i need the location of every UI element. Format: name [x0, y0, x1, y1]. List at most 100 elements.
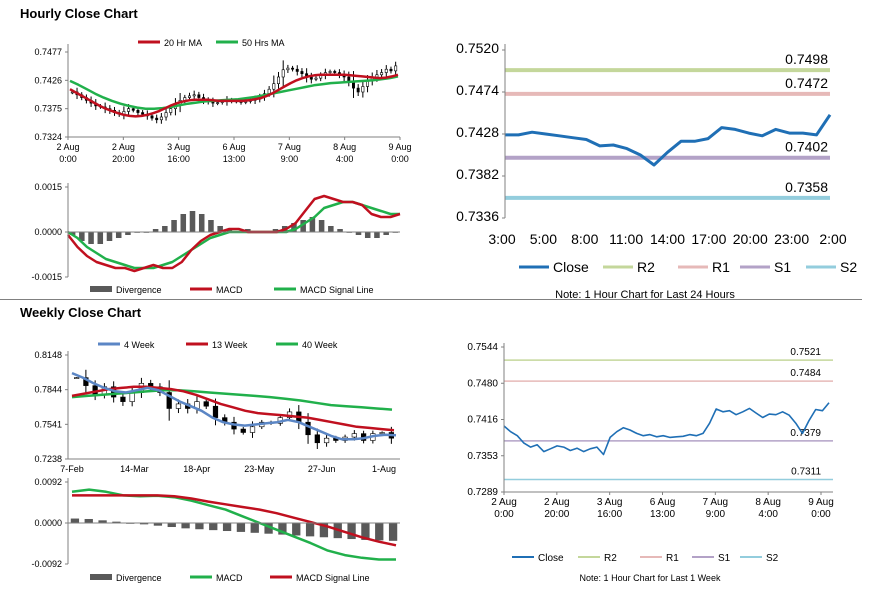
hourly-price-xtick-label: 9:00 — [281, 154, 299, 164]
24h-xtick-label: 11:00 — [609, 231, 643, 247]
hourly-candle-body — [136, 110, 140, 113]
weekly-divergence-bar — [139, 523, 149, 525]
weekly-macd-line — [71, 488, 396, 561]
hourly-divergence-bar — [180, 214, 187, 232]
close-line-1w — [503, 402, 830, 456]
hourly-candle-body — [300, 71, 304, 74]
24h-ytick-label: 0.7336 — [456, 208, 499, 224]
weekly-candle-body — [314, 434, 320, 444]
hourly-divergence-bar — [189, 211, 196, 232]
hourly-divergence-bar — [291, 223, 297, 232]
ma50-line — [69, 75, 399, 110]
hourly-candle-body — [314, 77, 318, 80]
24h-ytick-label: 0.7520 — [456, 40, 499, 56]
weekly-divergence-bar — [98, 520, 107, 523]
hourly-divergence-bar — [318, 220, 325, 232]
hourly-divergence-bar — [79, 232, 85, 241]
legend-macd-label: MACD — [216, 285, 243, 295]
hourly-candle-body — [347, 76, 351, 82]
24h-xtick-label: 17:00 — [691, 231, 726, 247]
weekly-candle-body — [240, 428, 246, 433]
weekly-divergence-bar — [305, 523, 315, 537]
weekly-divergence-bar — [236, 523, 246, 532]
hourly-candle-body — [291, 67, 295, 70]
level-label-s2-24h: 0.7358 — [785, 179, 828, 195]
hourly-macd-ytick-label: -0.0015 — [31, 272, 62, 282]
24h-ytick-label: 0.7382 — [456, 166, 499, 182]
legend-24h-label-s1: S1 — [774, 259, 791, 275]
hourly-candle-body — [295, 68, 299, 72]
legend-macd-signal-label: MACD Signal Line — [300, 285, 374, 295]
hourly-candle-body — [169, 108, 173, 113]
hourly-candle-body — [309, 76, 313, 80]
1w-xtick-label: 3 Aug — [597, 497, 623, 508]
hourly-candle-body — [141, 112, 145, 115]
hourly-divergence-bar — [198, 214, 205, 232]
hourly-price-xtick-label: 13:00 — [223, 154, 246, 164]
hourly-price-ytick-label: 0.7477 — [34, 47, 62, 57]
weekly-divergence-bar — [84, 518, 93, 523]
level-label-r2-24h: 0.7498 — [785, 51, 828, 67]
weekly-macd-ytick-label: 0.0092 — [34, 477, 62, 487]
hourly-price-xtick-label: 2 Aug — [56, 142, 79, 152]
legend-divergence-label: Divergence — [116, 285, 162, 295]
1w-xtick-label: 2 Aug — [491, 497, 517, 508]
weekly-candle-body — [175, 403, 182, 409]
hourly-divergence-bar — [272, 229, 279, 232]
weekly-candle-body — [379, 432, 385, 434]
hourly-divergence-bar — [383, 232, 389, 235]
hourly-divergence-bar — [106, 232, 113, 241]
weekly-divergence-bar — [264, 523, 273, 534]
hourly-price-xtick-label: 16:00 — [167, 154, 190, 164]
legend-13-week-label: 13 Week — [212, 340, 248, 350]
legend-1w-label-close: Close — [538, 553, 564, 564]
hourly-price-xtick-label: 0:00 — [391, 154, 409, 164]
hourly-divergence-bar — [309, 217, 316, 232]
24h-xtick-label: 8:00 — [571, 231, 598, 247]
weekly-price-xtick-label: 23-May — [244, 464, 275, 474]
hourly-divergence-bar — [217, 226, 223, 232]
level-label-r1-24h: 0.7472 — [785, 75, 828, 91]
24h-xtick-label: 20:00 — [733, 231, 768, 247]
weekly-divergence-bar — [209, 523, 218, 531]
24h-ytick-label: 0.7428 — [456, 124, 499, 140]
weekly-divergence-bar — [292, 523, 301, 536]
legend-1w-label-s1: S1 — [718, 553, 731, 564]
weekly-divergence-bar — [278, 523, 287, 535]
hourly-divergence-bar — [300, 220, 306, 232]
weekly-price-xtick-label: 18-Apr — [183, 464, 210, 474]
legend-24h-label-close: Close — [553, 259, 589, 275]
1w-xtick-label: 0:00 — [811, 509, 831, 520]
note-week: Note: 1 Hour Chart for Last 1 Week — [579, 573, 721, 583]
hourly-divergence-bar — [152, 229, 159, 232]
legend-w-divergence-label: Divergence — [116, 573, 162, 583]
hourly-macd-ytick-label: 0.0000 — [34, 227, 62, 237]
1w-xtick-label: 6 Aug — [650, 497, 676, 508]
hourly-price-xtick-label: 6 Aug — [222, 142, 245, 152]
legend-20hr-ma-label: 20 Hr MA — [164, 38, 202, 48]
hourly-divergence-bar — [374, 232, 380, 238]
hourly-divergence-bar — [88, 232, 94, 244]
legend-w-macd-signal-label: MACD Signal Line — [296, 573, 370, 583]
hourly-divergence-bar — [125, 232, 131, 235]
1w-xtick-label: 20:00 — [544, 509, 569, 520]
weekly-divergence-bar — [361, 523, 370, 540]
level-label-r2-1w: 0.7521 — [790, 347, 821, 358]
hourly-price-xtick-label: 3 Aug — [167, 142, 190, 152]
hourly-price-xtick-label: 20:00 — [112, 154, 135, 164]
level-label-s1-24h: 0.7402 — [785, 139, 828, 155]
1w-xtick-label: 16:00 — [597, 509, 622, 520]
1w-xtick-label: 9:00 — [706, 509, 726, 520]
hourly-divergence-bar — [245, 229, 251, 232]
hourly-price-xtick-label: 8 Aug — [333, 142, 356, 152]
hourly-price-xtick-label: 0:00 — [59, 154, 77, 164]
1w-ytick-label: 0.7353 — [467, 451, 498, 462]
hourly-divergence-bar — [171, 220, 177, 232]
weekly-divergence-bar — [112, 521, 121, 523]
hourly-candle-body — [159, 116, 163, 121]
hourly-divergence-bar — [337, 229, 343, 232]
weekly-divergence-bar — [319, 523, 329, 538]
weekly-divergence-bar — [181, 523, 190, 529]
1w-ytick-label: 0.7289 — [467, 487, 498, 498]
